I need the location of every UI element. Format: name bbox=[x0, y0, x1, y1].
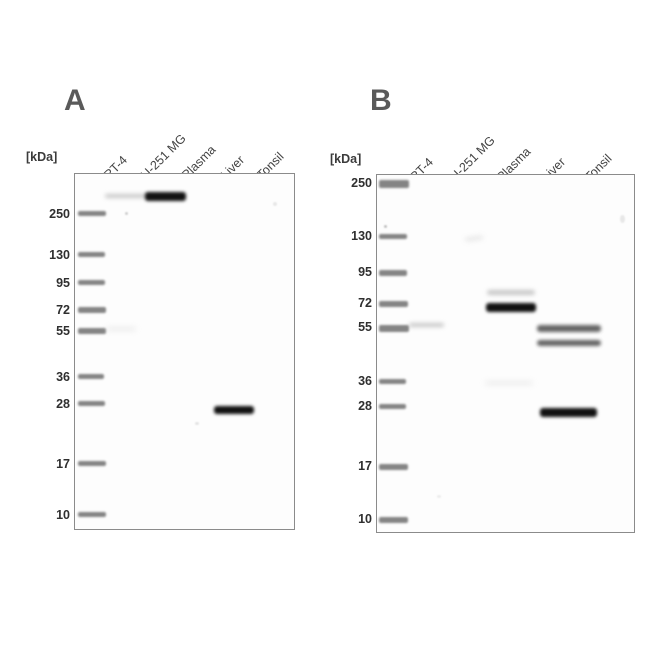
panel-b-blot-image bbox=[377, 175, 634, 532]
panel-b-mw-tick-72: 72 bbox=[358, 296, 372, 310]
panel-b-band-u251mg-high bbox=[464, 235, 484, 242]
panel-b-ladder-band-130 bbox=[379, 234, 407, 239]
panel-b-ladder-band-10 bbox=[379, 517, 408, 523]
panel-a-mw-tick-55: 55 bbox=[56, 324, 70, 338]
panel-a-mw-tick-72: 72 bbox=[56, 303, 70, 317]
panel-a-speck-1 bbox=[125, 212, 128, 215]
panel-b-band-liver-56 bbox=[537, 325, 601, 332]
panel-a-blot-image bbox=[75, 174, 294, 529]
panel-a-ladder-band-28 bbox=[78, 401, 105, 406]
panel-b-mw-tick-36: 36 bbox=[358, 374, 372, 388]
panel-a-band-u251mg-high bbox=[145, 192, 186, 201]
panel-a-band-liver-28 bbox=[214, 406, 254, 414]
panel-b-band-liver-48 bbox=[537, 340, 601, 346]
panel-b-ladder-band-17 bbox=[379, 464, 408, 470]
panel-b-speck-3 bbox=[437, 495, 441, 498]
panel-b-ladder-band-72 bbox=[379, 301, 408, 307]
panel-b-band-plasma-37 bbox=[485, 381, 533, 385]
panel-a-ladder-band-17 bbox=[78, 461, 106, 466]
panel-a-ladder-band-36 bbox=[78, 374, 104, 379]
panel-a-speck-2 bbox=[195, 422, 199, 425]
panel-b-mw-tick-28: 28 bbox=[358, 399, 372, 413]
panel-b-band-plasma-82 bbox=[487, 290, 535, 295]
panel-b-band-plasma-73 bbox=[486, 303, 536, 312]
panel-a-letter: A bbox=[64, 84, 86, 117]
panel-b-mw-tick-17: 17 bbox=[358, 459, 372, 473]
panel-b-mw-tick-130: 130 bbox=[351, 229, 372, 243]
panel-b-blot-membrane bbox=[376, 174, 635, 533]
panel-b-mw-tick-250: 250 bbox=[351, 176, 372, 190]
panel-b-speck-2 bbox=[620, 215, 625, 223]
panel-a-mw-tick-250: 250 bbox=[49, 207, 70, 221]
panel-a-ladder-band-95 bbox=[78, 280, 105, 285]
panel-a-ladder-band-72 bbox=[78, 307, 106, 313]
panel-b-speck-1 bbox=[384, 225, 387, 228]
panel-a-speck-3 bbox=[273, 202, 277, 206]
panel-b-ladder-band-95 bbox=[379, 270, 407, 276]
panel-a-ladder-band-130 bbox=[78, 252, 105, 257]
panel-a-ladder-band-55 bbox=[78, 328, 106, 334]
panel-a-mw-tick-95: 95 bbox=[56, 276, 70, 290]
panel-a-mw-tick-17: 17 bbox=[56, 457, 70, 471]
panel-b-kda-axis-label: [kDa] bbox=[330, 152, 362, 166]
panel-a-mw-tick-10: 10 bbox=[56, 508, 70, 522]
panel-b-letter: B bbox=[370, 84, 392, 117]
panel-a-mw-tick-130: 130 bbox=[49, 248, 70, 262]
panel-b-mw-tick-10: 10 bbox=[358, 512, 372, 526]
panel-a-ladder-band-250 bbox=[78, 211, 106, 216]
panel-b-band-rt4-55 bbox=[409, 323, 444, 327]
panel-b-ladder-band-55 bbox=[379, 325, 409, 332]
panel-b-band-liver-28 bbox=[540, 408, 597, 417]
panel-a-band-rt4-high bbox=[105, 194, 149, 198]
panel-a-mw-tick-36: 36 bbox=[56, 370, 70, 384]
panel-b-mw-tick-95: 95 bbox=[358, 265, 372, 279]
panel-b-ladder-band-36 bbox=[379, 379, 406, 384]
panel-a-band-rt4-55 bbox=[106, 327, 136, 331]
panel-b-mw-tick-55: 55 bbox=[358, 320, 372, 334]
panel-a-ladder-band-10 bbox=[78, 512, 106, 517]
panel-a-kda-axis-label: [kDa] bbox=[26, 150, 58, 164]
panel-b-ladder-band-250 bbox=[379, 180, 409, 188]
panel-a-blot-membrane bbox=[74, 173, 295, 530]
panel-a-mw-tick-28: 28 bbox=[56, 397, 70, 411]
panel-b-ladder-band-28 bbox=[379, 404, 406, 409]
